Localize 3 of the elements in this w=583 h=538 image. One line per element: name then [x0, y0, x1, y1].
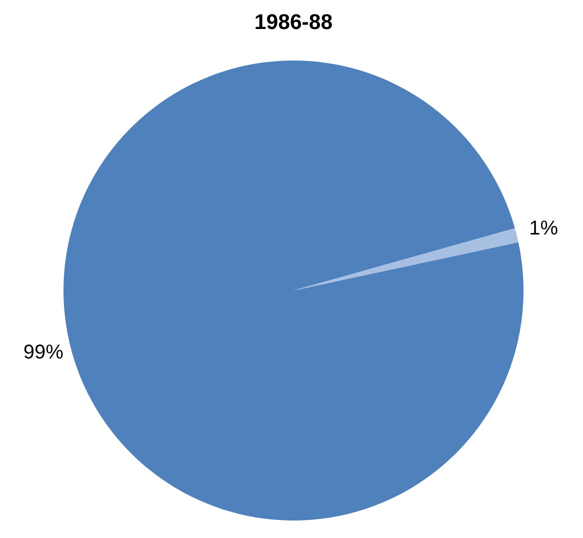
data-label: 1% — [529, 218, 558, 240]
data-label: 99% — [23, 341, 64, 364]
chart-title: 1986-88 — [254, 10, 333, 34]
